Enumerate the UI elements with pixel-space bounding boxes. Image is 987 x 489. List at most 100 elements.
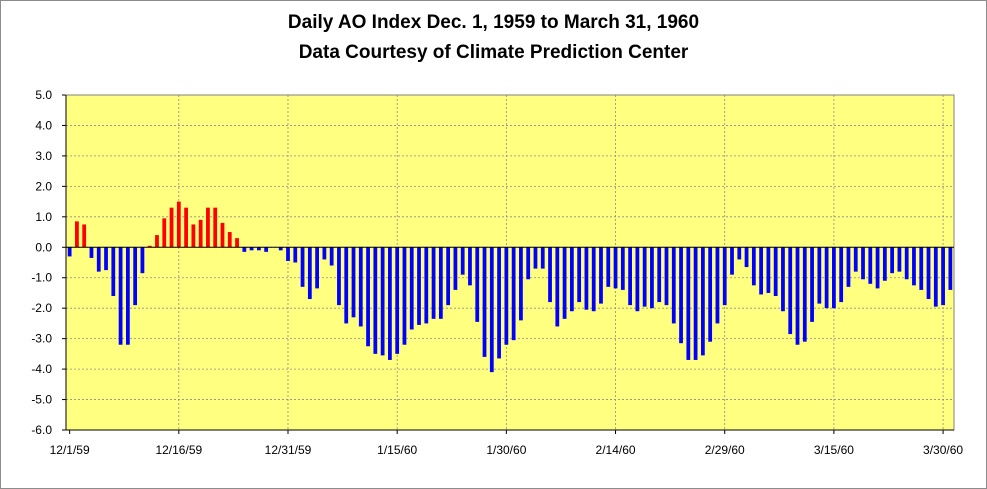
bar-day-3 (82, 224, 87, 248)
x-tick-label: 1/15/60 (377, 443, 417, 457)
bar-day-4 (89, 247, 94, 258)
y-tick-label: 0.0 (35, 240, 52, 254)
bar-day-107 (839, 247, 844, 303)
x-tick-label: 12/31/59 (265, 443, 312, 457)
bar-day-60 (497, 247, 501, 359)
bar-day-12 (147, 245, 152, 248)
bar-day-69 (562, 247, 567, 319)
bar-day-35 (315, 247, 319, 289)
bar-day-15 (169, 207, 174, 248)
chart-title: Daily AO Index Dec. 1, 1959 to March 31,… (287, 12, 700, 33)
bar-day-78 (628, 247, 632, 306)
bar-day-106 (832, 247, 836, 309)
bar-day-13 (155, 235, 159, 248)
bar-day-93 (737, 247, 742, 260)
bar-day-41 (358, 247, 363, 327)
bar-day-47 (402, 247, 407, 345)
bar-day-49 (417, 247, 421, 325)
bar-day-64 (526, 247, 531, 280)
y-tick-label: -6.0 (31, 423, 52, 437)
bar-day-97 (766, 247, 771, 293)
bar-day-8 (118, 247, 123, 345)
bar-day-79 (635, 247, 640, 312)
bar-day-120 (933, 247, 938, 307)
y-tick-label: 5.0 (35, 88, 52, 102)
bar-day-53 (446, 247, 451, 306)
bar-day-73 (591, 247, 596, 312)
bar-day-31 (286, 247, 290, 261)
bar-day-75 (606, 247, 611, 287)
bar-day-110 (861, 247, 865, 280)
bar-day-33 (300, 247, 305, 287)
bar-day-90 (715, 247, 720, 324)
bar-day-104 (817, 247, 822, 304)
bar-day-36 (322, 247, 327, 260)
x-tick-label: 2/29/60 (705, 443, 745, 457)
bar-day-89 (708, 247, 713, 342)
bar-day-7 (111, 247, 116, 296)
bar-day-74 (599, 247, 603, 304)
bar-day-45 (388, 247, 392, 360)
bar-day-66 (540, 247, 545, 269)
bar-day-108 (846, 247, 851, 287)
bar-day-76 (613, 247, 618, 289)
bar-day-92 (730, 247, 734, 275)
bar-day-6 (104, 247, 108, 271)
x-tick-label: 12/16/59 (155, 443, 202, 457)
bar-day-25 (242, 247, 247, 252)
bar-day-38 (337, 247, 341, 306)
bar-day-82 (657, 247, 662, 303)
bar-day-118 (919, 247, 924, 290)
bar-day-58 (482, 247, 487, 357)
y-tick-label: 4.0 (35, 118, 52, 132)
bar-day-19 (198, 219, 203, 248)
bar-day-34 (307, 247, 312, 300)
bar-day-109 (853, 247, 858, 272)
bar-day-96 (759, 247, 763, 295)
bar-day-62 (511, 247, 516, 341)
axes (62, 94, 955, 434)
bar-day-65 (533, 247, 538, 269)
bar-day-116 (904, 247, 909, 280)
tick-labels: 5.0 4.0 3.0 2.0 1.0 0.0 -1.0 -2.0 -3.0 -4.0 -5.0 -6… (31, 88, 963, 457)
x-tick-label: 2/14/60 (596, 443, 636, 457)
y-tick-label: 1.0 (35, 210, 52, 224)
bar-day-103 (810, 247, 814, 322)
bar-day-23 (227, 232, 232, 248)
bar-day-61 (504, 247, 509, 345)
bar-day-30 (278, 247, 283, 251)
bar-day-85 (679, 247, 683, 344)
bar-day-91 (722, 247, 727, 306)
bar-day-68 (555, 247, 560, 327)
bar-day-55 (460, 247, 465, 275)
bar-day-40 (351, 247, 356, 318)
bar-day-24 (235, 238, 239, 248)
bar-day-113 (882, 247, 887, 281)
bar-day-9 (125, 247, 130, 345)
y-tick-label: -3.0 (31, 332, 52, 346)
bar-day-18 (191, 224, 196, 248)
bar-day-86 (686, 247, 691, 360)
bar-day-70 (569, 247, 574, 312)
bar-day-43 (373, 247, 378, 354)
x-tick-label: 3/30/60 (923, 443, 963, 457)
bar-day-11 (140, 247, 145, 274)
bar-day-117 (912, 247, 916, 286)
bar-day-39 (344, 247, 349, 324)
bar-day-99 (781, 247, 785, 312)
bar-day-102 (802, 247, 807, 342)
x-tick-label: 12/1/59 (50, 443, 90, 457)
bar-day-17 (184, 207, 188, 248)
x-tick-label: 3/15/60 (814, 443, 854, 457)
chart-subtitle: Data Courtesy of Climate Prediction Cent… (298, 42, 689, 63)
y-tick-label: -4.0 (31, 362, 52, 376)
bar-day-46 (395, 247, 400, 354)
bar-day-81 (650, 247, 654, 309)
bar-day-22 (220, 222, 225, 248)
bar-day-1 (67, 247, 72, 257)
bar-day-59 (489, 247, 494, 373)
bar-day-21 (213, 207, 218, 248)
bar-day-50 (424, 247, 429, 324)
bar-day-2 (75, 221, 79, 248)
bar-day-112 (875, 247, 880, 289)
